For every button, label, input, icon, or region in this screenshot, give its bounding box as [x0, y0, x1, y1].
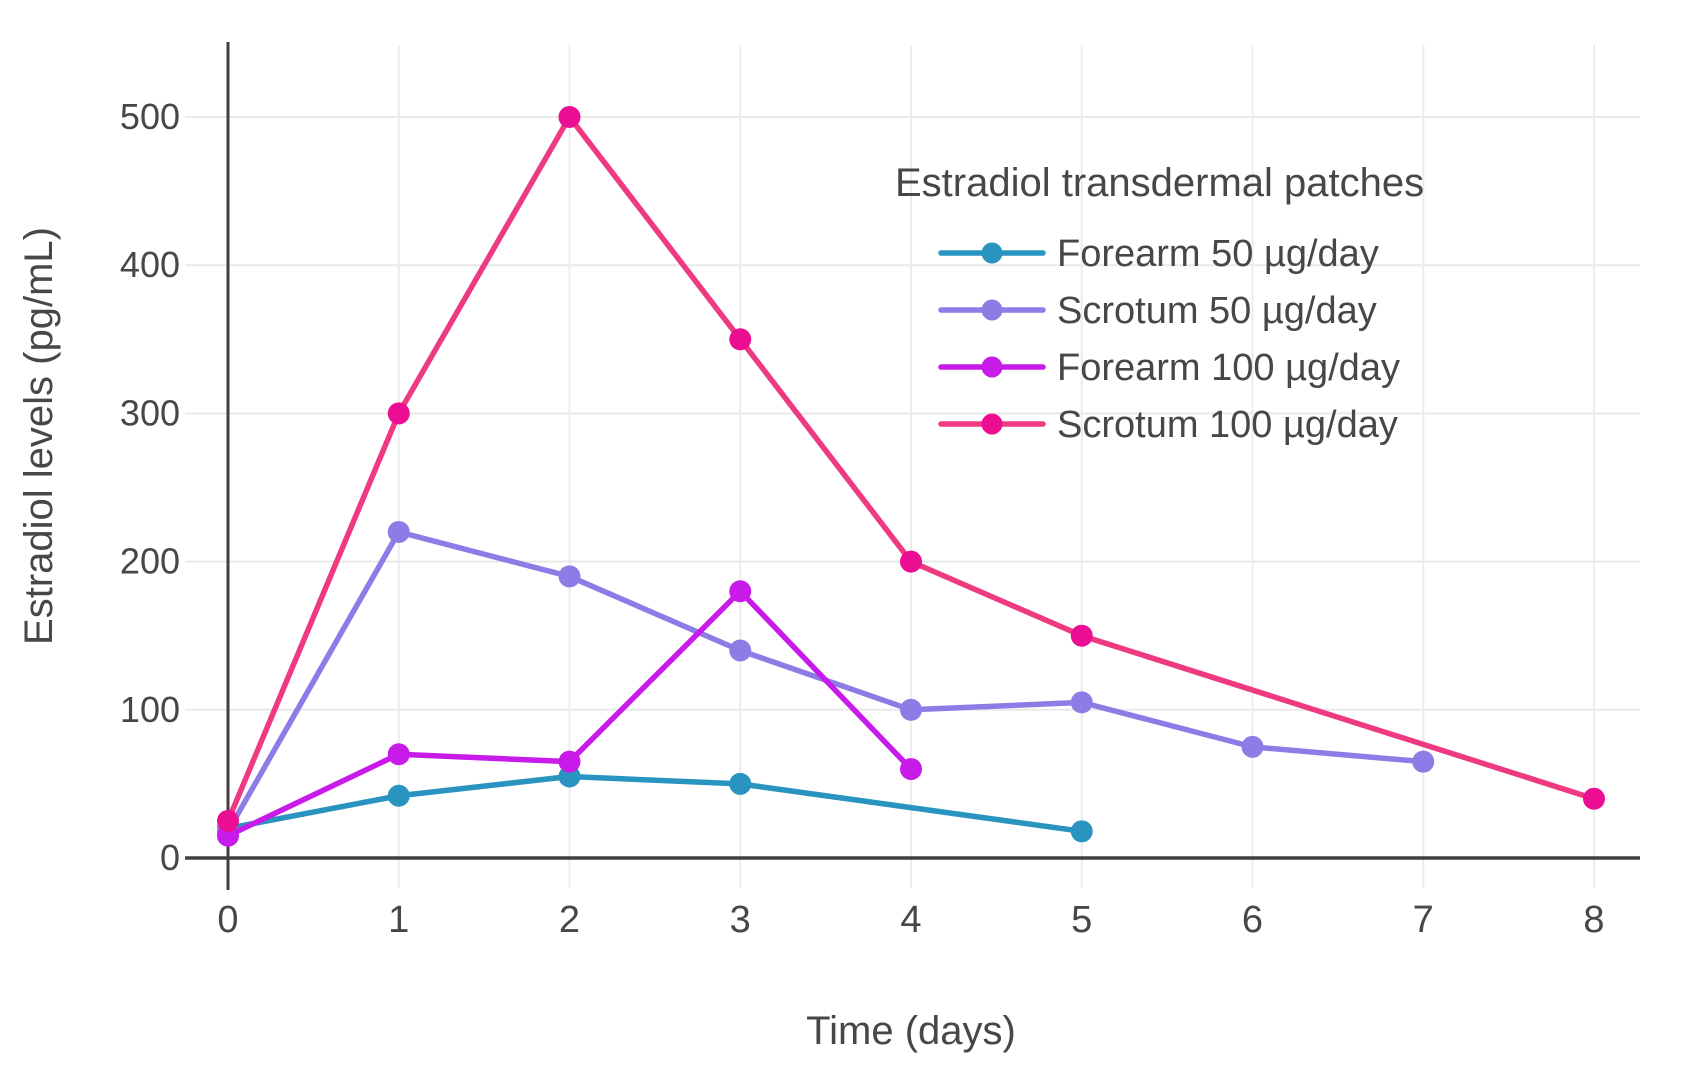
series-scrotum-100-ug-day	[217, 106, 1605, 832]
axis-layer	[185, 42, 1640, 890]
data-point-scrotum-50-ug-day-day-7[interactable]	[1412, 750, 1435, 773]
y-tick-label: 300	[120, 392, 180, 433]
x-tick-label: 1	[388, 899, 409, 941]
data-point-scrotum-50-ug-day-day-5[interactable]	[1070, 691, 1093, 714]
data-point-scrotum-100-ug-day-day-0[interactable]	[217, 809, 239, 832]
x-tick-label: 4	[900, 899, 921, 941]
data-point-scrotum-100-ug-day-day-4[interactable]	[900, 550, 922, 573]
data-point-scrotum-100-ug-day-day-8[interactable]	[1583, 787, 1605, 810]
legend-item-scrotum-100-ug-day[interactable]: Scrotum 100 µg/day	[938, 404, 1398, 446]
series-layer	[217, 106, 1605, 847]
legend-item-forearm-50-ug-day[interactable]: Forearm 50 µg/day	[938, 233, 1379, 275]
y-tick-label: 200	[120, 541, 180, 582]
data-point-forearm-50-ug-day-day-3[interactable]	[729, 772, 752, 795]
y-axis-title: Estradiol levels (pg/mL)	[17, 227, 61, 645]
legend-item-label: Scrotum 100 µg/day	[1057, 404, 1398, 446]
legend-item-forearm-100-ug-day[interactable]: Forearm 100 µg/day	[938, 347, 1400, 389]
legend-swatch-marker	[981, 356, 1003, 378]
x-tick-label: 2	[559, 899, 580, 941]
data-point-scrotum-50-ug-day-day-4[interactable]	[900, 698, 922, 721]
x-tick-label: 8	[1583, 899, 1604, 941]
data-point-scrotum-50-ug-day-day-1[interactable]	[387, 520, 410, 543]
data-point-forearm-50-ug-day-day-5[interactable]	[1070, 820, 1093, 843]
data-point-forearm-100-ug-day-day-3[interactable]	[729, 580, 752, 603]
x-tick-label: 7	[1413, 899, 1434, 941]
x-tick-label: 0	[217, 899, 238, 941]
legend-item-scrotum-50-ug-day[interactable]: Scrotum 50 µg/day	[938, 290, 1377, 332]
legend-item-label: Forearm 100 µg/day	[1057, 347, 1400, 389]
grid-layer	[185, 45, 1640, 888]
data-point-scrotum-100-ug-day-day-3[interactable]	[729, 328, 752, 351]
y-tick-label: 100	[120, 689, 180, 730]
x-axis-title: Time (days)	[806, 1009, 1016, 1053]
legend-title: Estradiol transdermal patches	[895, 161, 1424, 205]
tick-layer: 0 100 200 300 400 500 0 1 2 3 4 5 6 7 8	[120, 96, 1605, 941]
data-point-forearm-100-ug-day-day-2[interactable]	[558, 750, 581, 773]
data-point-scrotum-100-ug-day-day-5[interactable]	[1070, 624, 1093, 647]
data-point-scrotum-50-ug-day-day-3[interactable]	[729, 639, 752, 662]
x-tick-label: 5	[1071, 899, 1092, 941]
legend-swatch-marker	[981, 242, 1003, 264]
data-point-forearm-50-ug-day-day-1[interactable]	[387, 784, 410, 807]
y-tick-label: 500	[120, 96, 180, 137]
data-point-scrotum-100-ug-day-day-2[interactable]	[558, 106, 581, 128]
legend: Estradiol transdermal patches Forearm 50…	[895, 161, 1424, 446]
data-point-forearm-100-ug-day-day-4[interactable]	[900, 758, 922, 781]
data-point-scrotum-100-ug-day-day-1[interactable]	[387, 402, 410, 425]
legend-swatch-marker	[981, 299, 1003, 321]
series-line-forearm-50-ug-day	[225, 773, 1085, 835]
series-forearm-100-ug-day	[217, 580, 922, 847]
data-point-scrotum-50-ug-day-day-2[interactable]	[558, 565, 581, 588]
y-tick-label: 400	[120, 244, 180, 285]
data-point-forearm-100-ug-day-day-1[interactable]	[387, 743, 410, 766]
legend-item-label: Scrotum 50 µg/day	[1057, 290, 1377, 332]
y-tick-label: 0	[160, 837, 180, 878]
x-tick-label: 3	[730, 899, 751, 941]
legend-item-label: Forearm 50 µg/day	[1057, 233, 1379, 275]
x-tick-label: 6	[1242, 899, 1263, 941]
legend-items: Forearm 50 µg/day Scrotum 50 µg/day Forear…	[938, 233, 1400, 446]
legend-swatch-marker	[981, 413, 1003, 435]
data-point-scrotum-50-ug-day-day-6[interactable]	[1241, 735, 1264, 758]
